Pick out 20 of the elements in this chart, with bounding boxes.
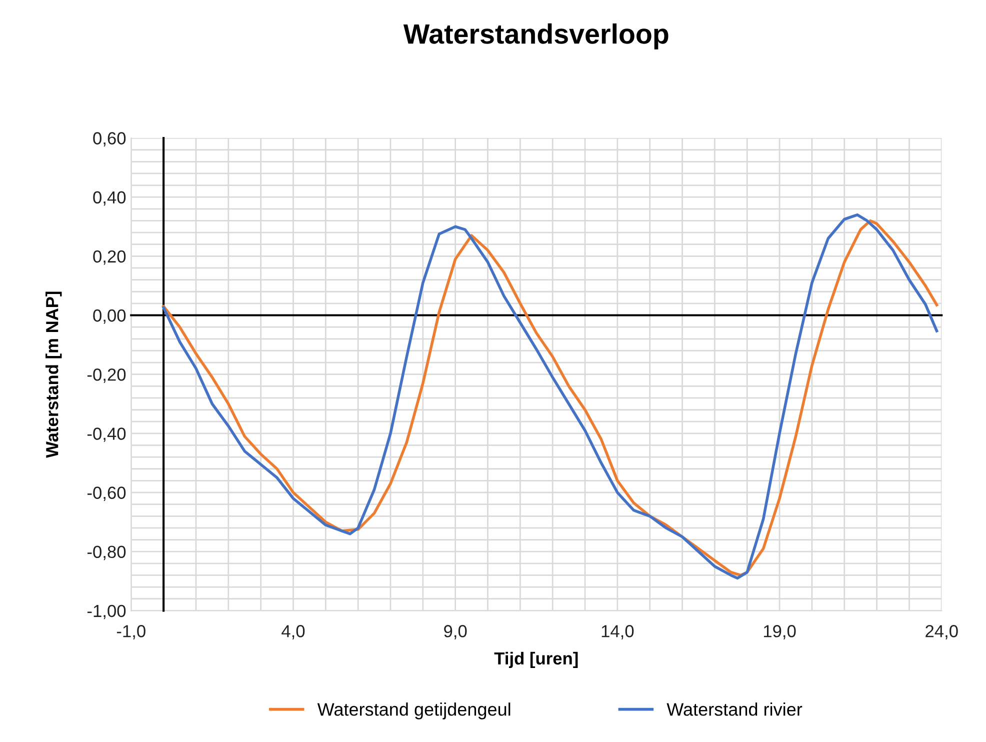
y-tick-label: -0,20 xyxy=(87,368,126,383)
y-tick-label: 0,60 xyxy=(93,132,126,147)
chart-title: Waterstandsverloop xyxy=(403,23,668,50)
x-tick-label: 4,0 xyxy=(282,625,305,640)
x-tick-label: 14,0 xyxy=(602,625,634,640)
legend-label: Waterstand rivier xyxy=(666,702,802,716)
x-tick-label: 19,0 xyxy=(764,625,796,640)
y-tick-label: 0,00 xyxy=(93,309,126,324)
y-tick-label: -0,60 xyxy=(87,486,126,502)
y-tick-label: -0,80 xyxy=(87,546,126,560)
x-axis-title: Tijd [uren] xyxy=(494,652,578,668)
y-tick-label: 0,20 xyxy=(93,250,126,265)
x-tick-label: 24,0 xyxy=(926,625,958,640)
y-axis-title: Waterstand [m NAP] xyxy=(46,292,62,458)
x-tick-label: 9,0 xyxy=(444,625,467,640)
y-tick-label: -0,40 xyxy=(87,428,126,442)
x-tick-label: -1,0 xyxy=(116,625,146,640)
y-tick-label: -1,00 xyxy=(87,604,126,620)
legend-label: Waterstand getijdengeul xyxy=(317,702,510,720)
y-tick-label: 0,40 xyxy=(93,191,126,206)
